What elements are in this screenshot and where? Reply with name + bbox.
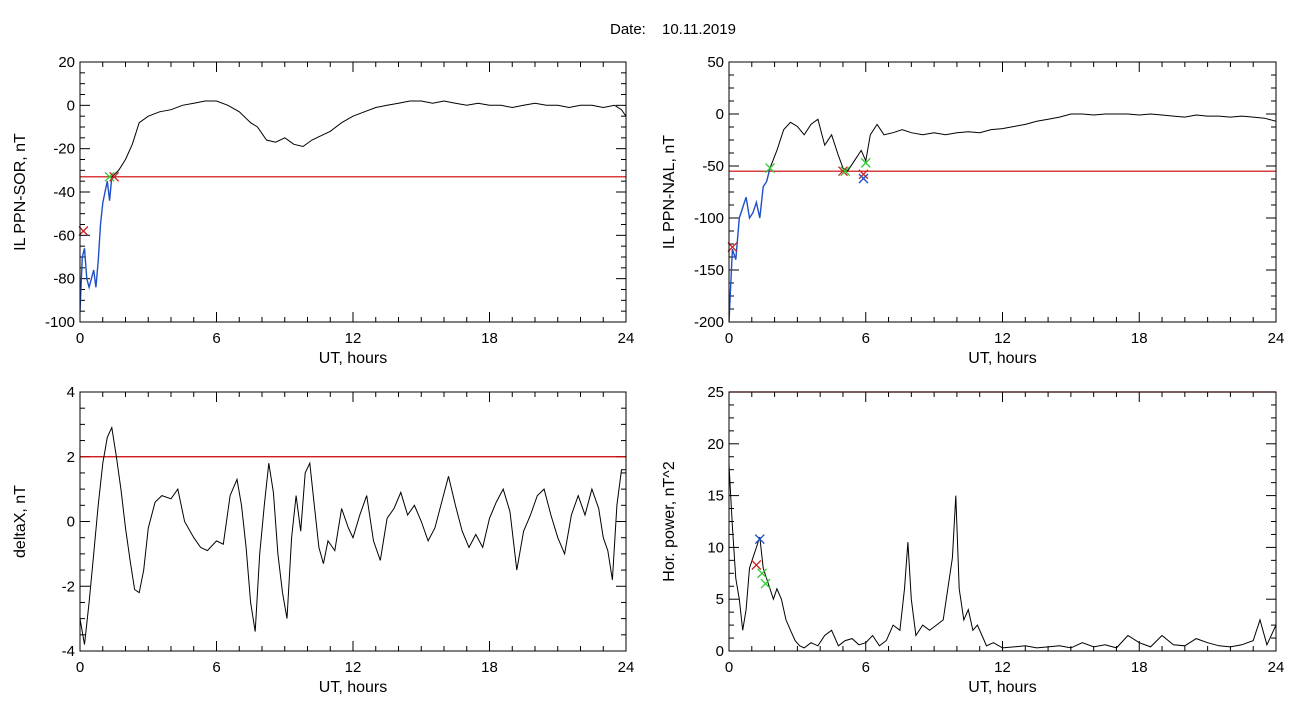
panel-4-x-tick-label: 18 xyxy=(1131,659,1148,676)
panel-2-marker xyxy=(837,166,848,177)
panel-4-y-tick-label: 5 xyxy=(716,591,724,608)
panel-3-series-line xyxy=(80,425,626,645)
panel-2-y-tick-label: -50 xyxy=(702,158,724,175)
panel-2-marker-stroke xyxy=(858,173,869,184)
panel-1-x-tick-label: 0 xyxy=(76,330,84,347)
panel-3-x-tick-label: 24 xyxy=(618,659,635,676)
panel-1-marker-stroke xyxy=(109,171,120,182)
panel-2-marker xyxy=(765,163,775,174)
panel-2-x-tick-label: 0 xyxy=(725,330,733,347)
panel-1-y-tick-label: -40 xyxy=(53,184,75,201)
panel-2-marker-stroke xyxy=(840,166,851,177)
panel-1-y-tick-label: -60 xyxy=(53,227,75,244)
panel-1-marker xyxy=(109,171,120,182)
panel-1-x-tick-label: 18 xyxy=(481,330,498,347)
panel-4-marker-stroke xyxy=(754,534,765,545)
panel-2-x-tick-label: 12 xyxy=(994,330,1011,347)
panel-1-plot-frame xyxy=(79,61,627,323)
panel-3-x-tick-label: 0 xyxy=(76,659,84,676)
panel-2-x-axis-label: UT, hours xyxy=(968,350,1036,367)
panel-1-x-axis-label: UT, hours xyxy=(319,350,387,367)
panel-3-x-tick-label: 18 xyxy=(481,659,498,676)
date-value: 10.11.2019 xyxy=(662,21,736,38)
panel-4-y-tick-label: 20 xyxy=(707,436,724,453)
panel-2-marker-stroke xyxy=(765,163,775,174)
panel-3-y-axis-label: deltaX, nT xyxy=(12,485,29,558)
panel-2-y-tick-label: -150 xyxy=(694,262,724,279)
panel-3-x-tick-label: 12 xyxy=(345,659,362,676)
panel-4-x-tick-label: 0 xyxy=(725,659,733,676)
panel-4-y-axis-label: Hor. power, nT^2 xyxy=(661,461,678,582)
date-label: Date: xyxy=(610,21,646,38)
panel-4-marker-stroke xyxy=(757,568,768,579)
panel-4-y-tick-label: 15 xyxy=(707,488,724,505)
panel-3-y-tick-label: 2 xyxy=(67,449,75,466)
panel-3-y-tick-label: -2 xyxy=(62,578,75,595)
panel-2-marker-stroke xyxy=(860,157,871,168)
panel-3-x-tick-label: 6 xyxy=(212,659,220,676)
panel-1-y-axis-label: IL PPN-SOR, nT xyxy=(12,133,29,251)
panel-1-x-tick-label: 12 xyxy=(345,330,362,347)
panel-3-plot-frame xyxy=(79,391,627,652)
panel-2-marker xyxy=(840,166,851,177)
panel-1-y-tick-label: 0 xyxy=(67,97,75,114)
panel-2: 0 6 12 18 24 -200 -150 -100 -50 0 50 UT, hours IL PP… xyxy=(661,54,1284,367)
panel-4-series-line xyxy=(729,464,1276,649)
panel-4-marker xyxy=(757,568,768,579)
panel-4-marker xyxy=(751,560,762,570)
panel-4-y-tick-label: 25 xyxy=(707,384,724,401)
panel-4-y-tick-label: 0 xyxy=(716,643,724,660)
panel-2-series-line xyxy=(769,113,1276,172)
panel-1-x-tick-label: 24 xyxy=(618,330,635,347)
panel-1-series-line xyxy=(111,100,626,178)
panel-4-x-tick-label: 24 xyxy=(1268,659,1285,676)
panel-2-series-line xyxy=(729,167,771,322)
panel-4-x-tick-label: 6 xyxy=(862,659,870,676)
panel-2-plot-frame xyxy=(728,61,1277,323)
panel-2-marker xyxy=(858,173,869,184)
panel-1-marker xyxy=(104,171,115,182)
panel-4-x-axis-label: UT, hours xyxy=(968,679,1036,696)
panel-4-plot-frame xyxy=(728,391,1277,652)
panel-2-x-tick-label: 24 xyxy=(1268,330,1285,347)
panel-1-y-tick-label: -20 xyxy=(53,141,75,158)
panel-1-y-tick-label: -80 xyxy=(53,271,75,288)
panel-1: 0 6 12 18 24 -100 -80 -60 -40 -20 0 20 UT, hours IL P… xyxy=(12,54,634,367)
panel-4-marker xyxy=(754,534,765,545)
panel-1-x-tick-label: 6 xyxy=(212,330,220,347)
panel-2-x-tick-label: 18 xyxy=(1131,330,1148,347)
panel-1-marker-stroke xyxy=(104,171,115,182)
panel-2-marker xyxy=(860,157,871,168)
panel-2-y-axis-label: IL PPN-NAL, nT xyxy=(661,135,678,249)
panel-2-y-tick-label: 50 xyxy=(707,54,724,71)
panel-2-marker xyxy=(858,169,869,180)
panel-1-series-line xyxy=(80,176,113,312)
panel-2-marker-stroke xyxy=(858,169,869,180)
panel-4-marker-stroke xyxy=(760,578,771,589)
panel-2-x-tick-label: 6 xyxy=(862,330,870,347)
panel-3-y-tick-label: 4 xyxy=(67,384,75,401)
panel-2-y-tick-label: 0 xyxy=(716,106,724,123)
panel-3-y-tick-label: 0 xyxy=(67,514,75,531)
panel-2-y-tick-label: -200 xyxy=(694,314,724,331)
panel-4: 0 6 12 18 24 0 5 10 15 20 25 UT, hours Hor. power, n… xyxy=(661,384,1284,696)
panel-4-y-tick-label: 10 xyxy=(707,539,724,556)
panel-1-y-tick-label: 20 xyxy=(58,54,75,71)
panel-3-y-tick-label: -4 xyxy=(62,643,75,660)
panel-4-marker xyxy=(760,578,771,589)
panel-4-marker-stroke xyxy=(751,560,762,570)
panel-4-x-tick-label: 12 xyxy=(994,659,1011,676)
panel-3-x-axis-label: UT, hours xyxy=(319,679,387,696)
panel-1-y-tick-label: -100 xyxy=(45,314,75,331)
panel-2-marker-stroke xyxy=(837,166,848,177)
panel-2-y-tick-label: -100 xyxy=(694,210,724,227)
